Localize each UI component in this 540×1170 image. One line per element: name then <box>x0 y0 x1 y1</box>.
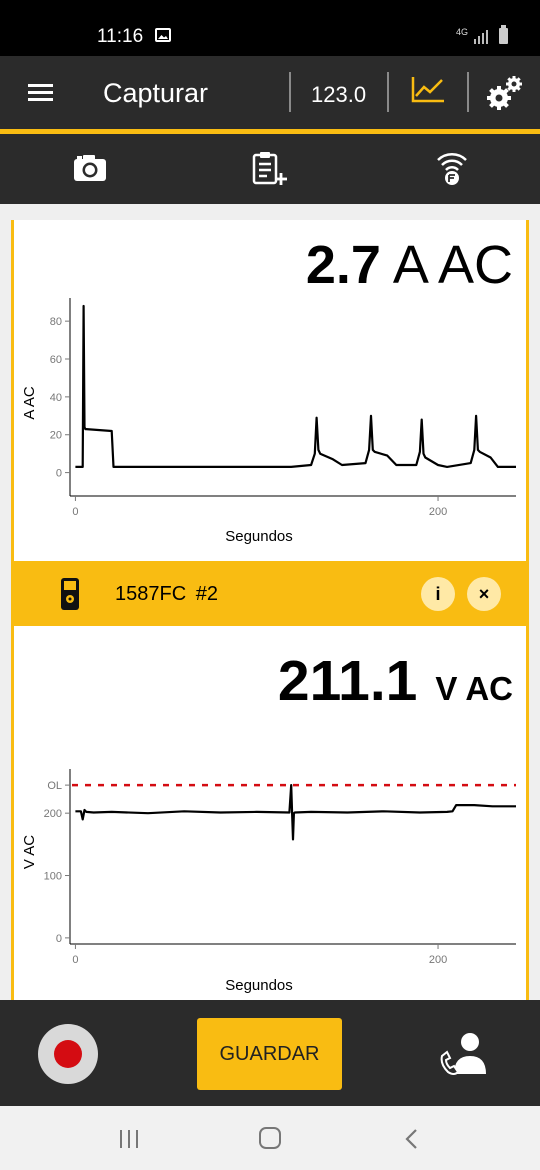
x-tick-label: 0 <box>72 506 78 518</box>
y-tick-label: OL <box>47 780 62 792</box>
back-icon[interactable] <box>403 1128 421 1150</box>
wireless-connection-icon[interactable] <box>432 148 472 188</box>
accent-strip <box>0 129 540 134</box>
page-title: Capturar <box>103 78 209 108</box>
network-type: 4G <box>456 27 469 37</box>
reading-unit: A AC <box>392 235 513 295</box>
measurement-card-current: 2.7 A AC 0 20 40 60 80 0 200 A AC Segundos <box>11 220 529 561</box>
x-tick-label: 0 <box>72 954 78 966</box>
system-nav-bar <box>0 1106 540 1170</box>
close-icon[interactable]: × <box>467 577 501 611</box>
reading-unit: V AC <box>435 670 513 707</box>
series-line <box>75 304 516 468</box>
reading-voltage: 211.1 V AC <box>278 648 513 714</box>
trend-chart-icon[interactable] <box>410 74 446 106</box>
bottom-bar: GUARDAR <box>0 1000 540 1106</box>
reading-value: 2.7 <box>305 235 381 295</box>
status-time: 11:16 <box>97 26 144 47</box>
device-header: 1587FC #2 i × <box>11 561 529 626</box>
measurement-card-voltage: 211.1 V AC 0 100 200 0 200 OL V AC Segundos <box>11 626 529 1000</box>
record-icon[interactable] <box>38 1024 98 1084</box>
divider <box>467 72 469 112</box>
y-tick-label: 0 <box>56 468 62 480</box>
multimeter-icon <box>61 578 79 610</box>
app-bar: Capturar 123.0 <box>0 56 540 129</box>
y-axis-title: A AC <box>21 386 38 420</box>
battery-icon <box>499 25 508 44</box>
x-axis-title: Segundos <box>225 528 293 545</box>
settings-icon[interactable] <box>484 74 524 112</box>
y-tick-label: 60 <box>50 354 62 366</box>
recent-apps-icon[interactable] <box>120 1130 140 1148</box>
y-tick-label: 80 <box>50 316 62 328</box>
reading-current: 2.7 A AC <box>306 234 513 296</box>
current-trend-chart[interactable]: 0 20 40 60 80 0 200 A AC Segundos <box>14 220 526 561</box>
camera-icon[interactable] <box>70 148 110 188</box>
home-icon[interactable] <box>259 1127 281 1149</box>
y-tick-label: 20 <box>50 430 62 442</box>
x-tick-label: 200 <box>429 506 447 518</box>
menu-icon[interactable] <box>28 84 53 102</box>
x-axis-title: Segundos <box>225 977 293 994</box>
divider <box>289 72 291 112</box>
capture-rate-value[interactable]: 123.0 <box>311 82 367 107</box>
content-area: 2.7 A AC 0 20 40 60 80 0 200 A AC Segundos 1587F… <box>0 204 540 1000</box>
divider <box>387 72 389 112</box>
share-contact-icon[interactable] <box>440 1030 490 1078</box>
signal-icon <box>474 28 490 44</box>
gallery-icon <box>155 28 171 42</box>
reading-value: 211.1 <box>277 649 418 713</box>
status-bar: 11:16 4G <box>0 0 540 56</box>
y-tick-label: 0 <box>56 933 62 945</box>
y-tick-label: 40 <box>50 392 62 404</box>
clipboard-add-icon[interactable] <box>250 148 290 188</box>
y-tick-label: 100 <box>44 871 62 883</box>
save-button[interactable]: GUARDAR <box>197 1018 342 1090</box>
x-tick-label: 200 <box>429 954 447 966</box>
voltage-trend-chart[interactable]: 0 100 200 0 200 OL V AC Segundos <box>14 626 526 1000</box>
info-icon[interactable]: i <box>421 577 455 611</box>
y-axis-title: V AC <box>21 835 38 869</box>
device-name: 1587FC #2 <box>115 583 218 605</box>
series-line <box>75 784 516 841</box>
y-tick-label: 200 <box>44 808 62 820</box>
action-toolbar <box>0 134 540 204</box>
